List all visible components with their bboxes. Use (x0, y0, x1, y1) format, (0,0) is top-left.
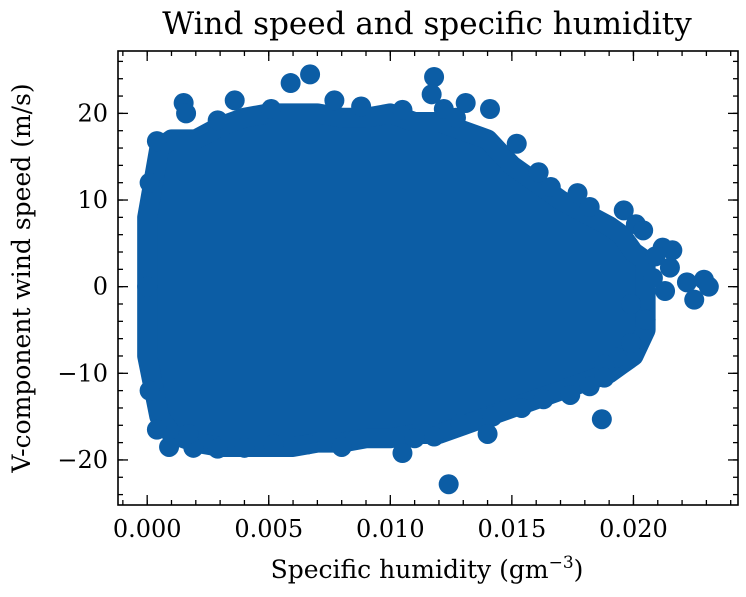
scatter-point (159, 436, 180, 457)
scatter-point (392, 443, 413, 464)
chart-title: Wind speed and specific humidity (162, 6, 692, 42)
x-tick-label: 0.010 (356, 515, 425, 543)
x-axis-label: Specific humidity (gm−3) (271, 553, 584, 584)
scatter-point (613, 200, 634, 221)
scatter-point (263, 434, 284, 455)
scatter-point (480, 99, 500, 120)
plot-frame (117, 50, 739, 506)
scatter-point (438, 474, 459, 495)
scatter-point (297, 434, 318, 455)
scatter-point (567, 183, 588, 204)
plot-area (137, 64, 719, 495)
scatter-point (137, 276, 158, 297)
scatter-point (178, 423, 199, 444)
scatter-point (324, 90, 345, 111)
x-axis-label-superscript: −3 (549, 553, 574, 573)
scatter-point (662, 240, 683, 261)
scatter-point (207, 438, 228, 459)
scatter-point (424, 426, 445, 447)
scatter-point (676, 272, 697, 293)
scatter-point (207, 110, 228, 131)
scatter-point (621, 293, 642, 314)
scatter-point (645, 246, 666, 267)
y-tick-label: 0 (93, 273, 108, 301)
scatter-point (146, 131, 167, 152)
scatter-point (533, 389, 554, 410)
scatter-point (421, 84, 442, 105)
scatter-point (351, 96, 372, 117)
scatter-dense-region (137, 103, 656, 457)
scatter-point (477, 423, 498, 444)
scatter-point (511, 397, 532, 418)
scatter-point (261, 99, 282, 120)
y-tick-label: 10 (77, 186, 108, 214)
scatter-point (404, 428, 425, 449)
scatter-point (591, 409, 612, 430)
tick-labels: 0.000 0.005 0.010 0.015 0.020 −20 −10 0 10 20 (57, 99, 667, 543)
scatter-point (633, 220, 654, 241)
scatter-point (528, 162, 549, 183)
scatter-point (176, 103, 197, 124)
scatter-point (234, 437, 255, 458)
scatter-point (424, 66, 445, 87)
scatter-point (392, 99, 413, 120)
scatter-point (540, 177, 561, 198)
scatter-point (445, 107, 466, 128)
scatter-point (455, 92, 476, 113)
scatter-point (579, 196, 600, 217)
scatter-point (621, 332, 642, 353)
scatter-point (506, 133, 527, 154)
scatter-point (635, 309, 656, 330)
scatter-point (579, 376, 600, 397)
scatter-point (560, 384, 581, 405)
scatter-point (482, 406, 503, 427)
scatter-point (139, 380, 160, 401)
scatter-point (280, 73, 301, 94)
y-tick-label: −20 (57, 446, 108, 474)
x-tick-label: 0.000 (113, 515, 182, 543)
y-tick-label: −10 (57, 359, 108, 387)
scatter-point (146, 419, 167, 440)
scatter-point (139, 172, 160, 193)
scatter-point (450, 413, 471, 434)
scatter-point (331, 436, 352, 457)
scatter-point (684, 289, 705, 310)
x-axis-label-main: Specific humidity (gm (271, 555, 549, 584)
x-tick-label: 0.005 (234, 515, 303, 543)
scatter-point (300, 64, 321, 85)
y-tick-label: 20 (77, 99, 108, 127)
y-axis-label: V-component wind speed (m/s) (7, 83, 36, 473)
scatter-point (594, 367, 615, 388)
scatter-point (642, 268, 663, 288)
x-tick-label: 0.020 (599, 515, 668, 543)
scatter-point (659, 257, 680, 278)
x-axis-label-suffix: ) (574, 555, 584, 584)
scatter-point (224, 90, 245, 111)
x-tick-label: 0.015 (478, 515, 547, 543)
scatter-point (698, 276, 719, 297)
axis-ticks (118, 51, 738, 505)
scatter-point (655, 280, 676, 301)
